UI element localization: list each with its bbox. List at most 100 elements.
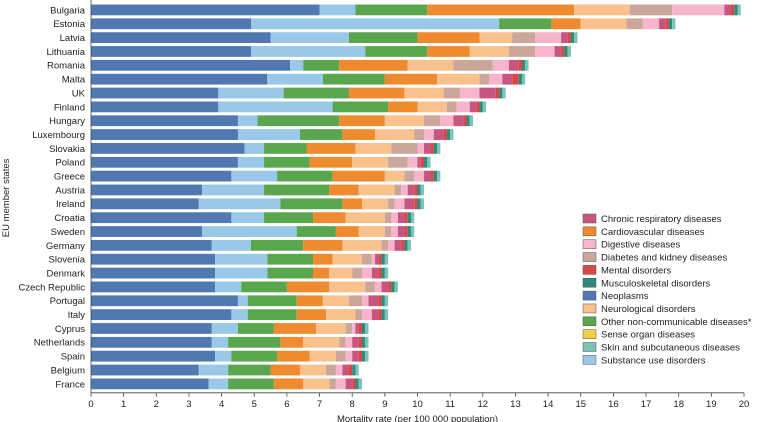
x-tick-label: 10 (412, 399, 423, 410)
bar-segment-ireland-chronic-respiratory-diseases (404, 198, 415, 210)
legend-swatch (582, 278, 597, 288)
bar-segment-czech-republic-skin-and-subcutaneous-diseases (394, 281, 398, 293)
bar-segment-germany-chronic-respiratory-diseases (394, 239, 402, 251)
bar-segment-portugal-digestive-diseases (361, 295, 369, 307)
bar-segment-spain-digestive-diseases (345, 350, 353, 362)
bar-segment-belgium-neoplasms (91, 364, 199, 376)
country-label: Spain (61, 352, 85, 363)
bar-segment-sweden-diabetes-and-kidney-diseases (384, 226, 392, 237)
bar-segment-portugal-mental-disorders (378, 295, 382, 307)
bar-segment-denmark-diabetes-and-kidney-diseases (352, 267, 362, 279)
bar-segment-ireland-cardiovascular-diseases (342, 198, 362, 210)
bar-segment-spain-substance-use-disorders (215, 350, 232, 362)
bar-segment-latvia-neurological-disorders (479, 32, 513, 44)
legend-label: Other non-communicable diseases* (601, 317, 752, 328)
country-label: Slovakia (49, 144, 86, 155)
bar-segment-denmark-digestive-diseases (362, 267, 372, 279)
bar-segment-croatia-cardiovascular-diseases (313, 212, 346, 224)
bar-segment-portugal-diabetes-and-kidney-diseases (348, 295, 362, 307)
bar-segment-hungary-other-non-communicable-diseases (257, 115, 340, 127)
country-label: Portugal (50, 296, 85, 307)
legend-swatch (582, 316, 597, 327)
bar-segment-uk-musculoskeletal-disorders (499, 87, 503, 99)
bar-segment-latvia-cardiovascular-diseases (417, 32, 480, 44)
bar-segment-germany-skin-and-subcutaneous-diseases (407, 239, 411, 251)
bar-segment-slovenia-chronic-respiratory-diseases (375, 253, 379, 265)
legend-label: Substance use disorders (601, 355, 706, 366)
bar-segment-lithuania-mental-disorders (561, 46, 565, 57)
bar-segment-cyprus-mental-disorders (358, 323, 362, 334)
bar-segment-portugal-cardiovascular-diseases (296, 295, 323, 307)
bar-segment-romania-digestive-diseases (492, 59, 509, 71)
country-label: Bulgaria (50, 5, 86, 16)
bar-segment-malta-neoplasms (91, 73, 268, 85)
bar-segment-germany-neurological-disorders (342, 239, 382, 251)
bar-segment-finland-skin-and-subcutaneous-diseases (482, 101, 487, 113)
bar-segment-croatia-substance-use-disorders (231, 212, 265, 224)
bar-segment-spain-neoplasms (91, 350, 216, 362)
bar-segment-netherlands-neurological-disorders (303, 336, 340, 348)
bar-segment-romania-neurological-disorders (407, 59, 454, 71)
bar-segment-bulgaria-neurological-disorders (574, 4, 630, 16)
bar-segment-lithuania-neoplasms (91, 46, 251, 57)
bar-segment-greece-mental-disorders (430, 170, 434, 182)
bar-segment-portugal-musculoskeletal-disorders (381, 295, 385, 307)
bar-segment-lithuania-musculoskeletal-disorders (564, 46, 568, 57)
bar-segment-ireland-digestive-diseases (394, 198, 405, 210)
legend-swatch (582, 329, 597, 339)
bar-segment-france-substance-use-disorders (208, 378, 229, 390)
bar-segment-slovakia-neoplasms (91, 143, 245, 154)
bar-segment-romania-diabetes-and-kidney-diseases (453, 59, 493, 71)
bar-segment-hungary-chronic-respiratory-diseases (453, 115, 464, 127)
legend-swatch (582, 226, 597, 237)
bar-segment-netherlands-substance-use-disorders (211, 336, 229, 348)
country-label: UK (72, 88, 86, 99)
x-tick-label: 5 (252, 399, 257, 410)
bar-segment-finland-other-non-communicable-diseases (332, 101, 389, 113)
bar-segment-netherlands-other-non-communicable-diseases (228, 336, 281, 348)
bar-segment-austria-cardiovascular-diseases (329, 184, 359, 196)
bar-segment-poland-other-non-communicable-diseases (264, 156, 310, 168)
bar-segment-czech-republic-substance-use-disorders (215, 281, 242, 293)
bar-segment-spain-mental-disorders (358, 350, 362, 362)
bar-segment-latvia-skin-and-subcutaneous-diseases (574, 32, 578, 44)
bar-segment-malta-chronic-respiratory-diseases (502, 73, 513, 85)
bar-segment-lithuania-substance-use-disorders (250, 46, 366, 57)
y-axis-title: EU member states (1, 158, 12, 237)
bar-segment-malta-neurological-disorders (437, 73, 480, 85)
bar-segment-france-digestive-diseases (335, 378, 346, 390)
bar-segment-hungary-mental-disorders (463, 115, 467, 127)
bar-segment-germany-mental-disorders (401, 239, 405, 251)
bar-segment-uk-substance-use-disorders (218, 87, 284, 99)
bar-segment-france-mental-disorders (352, 378, 356, 390)
country-label: Ireland (56, 199, 85, 210)
bar-segment-netherlands-chronic-respiratory-diseases (352, 336, 359, 348)
bar-segment-belgium-neurological-disorders (299, 364, 327, 376)
bar-segment-greece-musculoskeletal-disorders (433, 170, 438, 182)
bar-segment-lithuania-other-non-communicable-diseases (365, 46, 428, 57)
bar-segment-bulgaria-cardiovascular-diseases (427, 4, 575, 16)
bar-segment-denmark-mental-disorders (378, 267, 382, 279)
bar-segment-germany-other-non-communicable-diseases (250, 239, 304, 251)
bar-segment-sweden-skin-and-subcutaneous-diseases (410, 226, 415, 237)
bar-segment-slovakia-diabetes-and-kidney-diseases (391, 143, 418, 154)
bar-segment-greece-skin-and-subcutaneous-diseases (437, 170, 441, 182)
bar-segment-netherlands-digestive-diseases (345, 336, 353, 348)
bar-segment-latvia-chronic-respiratory-diseases (561, 32, 568, 44)
bar-segment-bulgaria-digestive-diseases (672, 4, 725, 16)
bar-segment-romania-cardiovascular-diseases (339, 59, 408, 71)
country-label: Romania (47, 61, 86, 72)
bar-segment-portugal-neurological-disorders (322, 295, 349, 307)
country-label: Sweden (51, 227, 85, 238)
bar-segment-france-chronic-respiratory-diseases (345, 378, 353, 390)
x-tick-label: 2 (154, 399, 159, 410)
bar-segment-france-neurological-disorders (303, 378, 330, 390)
legend-label: Cardiovascular diseases (601, 227, 705, 238)
country-label: Italy (68, 310, 86, 321)
bar-segment-belgium-chronic-respiratory-diseases (342, 364, 349, 376)
bar-segment-luxembourg-skin-and-subcutaneous-diseases (450, 129, 454, 140)
country-label: Cyprus (55, 324, 85, 335)
legend-swatch (582, 355, 597, 365)
bar-segment-estonia-skin-and-subcutaneous-diseases (672, 18, 676, 30)
bar-segment-estonia-other-non-communicable-diseases (499, 18, 552, 30)
